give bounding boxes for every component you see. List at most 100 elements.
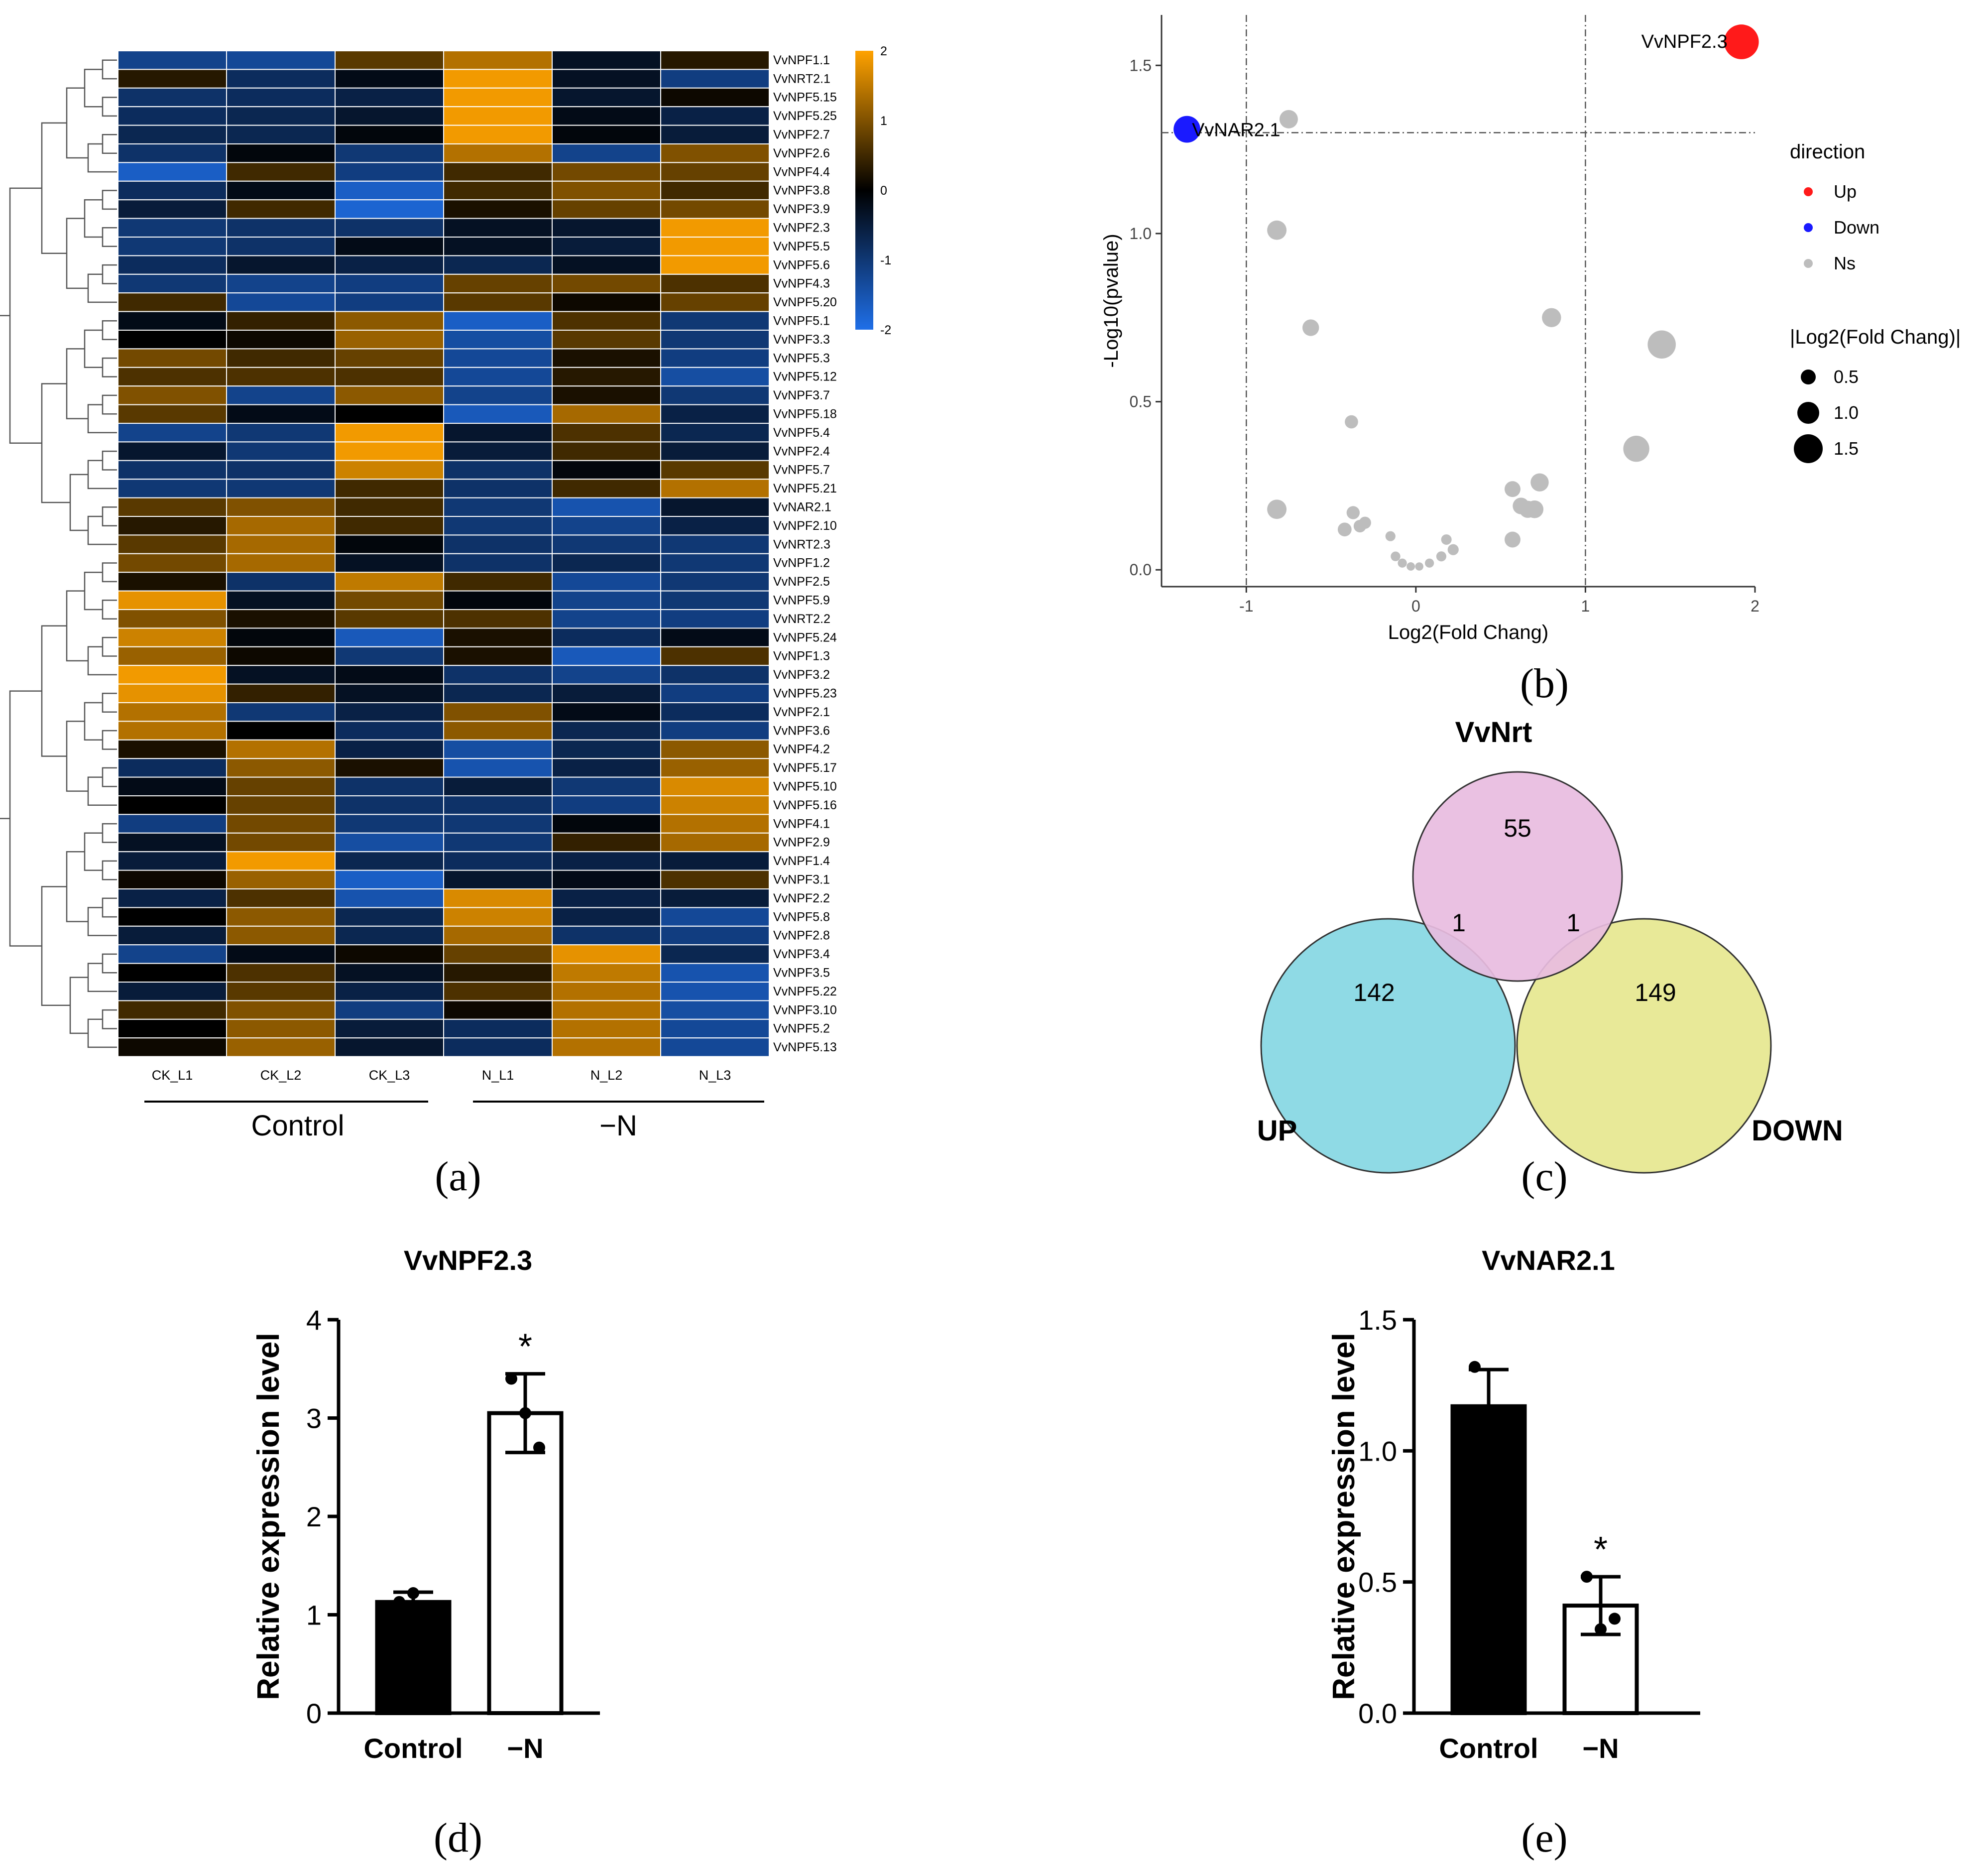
bar-y-tick-label: 1.0 — [1358, 1435, 1397, 1467]
heatmap-cell — [443, 237, 553, 256]
legend-direction-marker — [1804, 259, 1813, 268]
heatmap-cell — [226, 441, 336, 461]
heatmap-cell — [226, 572, 336, 592]
heatmap-cell — [552, 1018, 661, 1039]
heatmap-cell — [335, 572, 444, 592]
heatmap-cell — [443, 870, 553, 889]
heatmap-cell — [552, 627, 661, 647]
heatmap-row-label: VvNPF5.16 — [773, 798, 837, 812]
heatmap-cell — [660, 553, 770, 573]
heatmap-cell — [117, 479, 227, 498]
heatmap-cell — [117, 87, 227, 108]
heatmap-cell — [443, 125, 553, 145]
heatmap-row-label: VvNPF2.9 — [773, 836, 830, 850]
heatmap-cell — [226, 851, 336, 871]
data-point — [1609, 1613, 1621, 1625]
heatmap-row-label: VvNPF5.9 — [773, 594, 830, 608]
heatmap-cell — [443, 590, 553, 610]
heatmap-cell — [443, 1018, 553, 1039]
heatmap-cell — [226, 423, 336, 443]
heatmap-cell — [335, 553, 444, 573]
heatmap-cell — [226, 665, 336, 685]
heatmap-cell — [443, 609, 553, 629]
heatmap-row-label: VvNPF2.7 — [773, 128, 830, 142]
data-point — [1595, 1623, 1607, 1635]
heatmap-cell — [552, 683, 661, 703]
heatmap-cell — [335, 385, 444, 405]
volcano-point — [1267, 220, 1287, 240]
heatmap-cell — [226, 534, 336, 554]
volcano-point — [1505, 481, 1520, 498]
dendrogram-branch — [102, 562, 117, 583]
group-label-control: Control — [251, 1110, 345, 1142]
x-tick-label: -1 — [1239, 597, 1253, 615]
heatmap-cell — [660, 162, 770, 182]
heatmap-cell — [552, 963, 661, 983]
heatmap-cell — [443, 69, 553, 89]
heatmap-cell — [335, 609, 444, 629]
legend-direction-label: Down — [1834, 217, 1879, 238]
dendrogram-branch — [84, 832, 103, 871]
heatmap-row-label: VvNPF3.10 — [773, 1003, 837, 1017]
heatmap-cell — [335, 218, 444, 238]
heatmap-cell — [660, 423, 770, 443]
heatmap-cell — [552, 944, 661, 964]
heatmap-cell — [552, 870, 661, 889]
heatmap-cell — [660, 963, 770, 983]
heatmap-cell — [660, 497, 770, 517]
heatmap-cell — [335, 348, 444, 368]
heatmap-row-label: VvNPF5.18 — [773, 407, 837, 421]
heatmap-cell — [443, 516, 553, 536]
heatmap-row-label: VvNPF5.24 — [773, 630, 837, 644]
heatmap-cell — [335, 1000, 444, 1020]
colorbar-tick-label: 1 — [880, 114, 887, 128]
heatmap-cell — [335, 683, 444, 703]
heatmap-cell — [660, 739, 770, 759]
heatmap-cell — [117, 273, 227, 294]
dendrogram-branch — [84, 329, 103, 369]
bar-chart-vvnar21-panel: 0.0 0.5 1.0 1.5 VvNAR2.1 Relative expression … — [1327, 1245, 1700, 1764]
heatmap-cell — [552, 572, 661, 592]
heatmap-row-label: VvNPF5.15 — [773, 91, 837, 105]
heatmap-cell — [335, 292, 444, 312]
heatmap-cell — [117, 516, 227, 536]
heatmap-cell — [335, 925, 444, 946]
heatmap-row-label: VvNPF5.25 — [773, 109, 837, 123]
volcano-point — [1359, 516, 1371, 529]
heatmap-cell — [443, 367, 553, 387]
heatmap-cell — [226, 795, 336, 815]
y-tick-label: 1.0 — [1130, 225, 1152, 243]
heatmap-cell — [117, 758, 227, 778]
volcano-point — [1345, 415, 1358, 429]
heatmap-row-label: VvNPF3.6 — [773, 724, 830, 738]
bar-y-tick-label: 1 — [306, 1600, 322, 1631]
volcano-point — [1724, 24, 1759, 59]
heatmap-cell — [660, 292, 770, 312]
heatmap-cell — [226, 199, 336, 219]
heatmap-cell — [117, 590, 227, 610]
heatmap-cell — [552, 348, 661, 368]
significance-marker: * — [1594, 1530, 1608, 1570]
heatmap-cell — [660, 69, 770, 89]
heatmap-cell — [335, 87, 444, 108]
heatmap-cell — [226, 348, 336, 368]
data-point — [1469, 1361, 1481, 1373]
heatmap-cell — [117, 460, 227, 480]
x-tick-label: 2 — [1751, 597, 1759, 615]
heatmap-cell — [443, 888, 553, 908]
heatmap-cell — [660, 255, 770, 275]
heatmap-cell — [335, 106, 444, 126]
heatmap-cell — [443, 739, 553, 759]
heatmap-cell — [552, 1000, 661, 1020]
heatmap-row-label: VvNPF5.2 — [773, 1022, 830, 1036]
heatmap-cell — [552, 441, 661, 461]
volcano-point — [1505, 531, 1520, 548]
heatmap-cell — [117, 925, 227, 946]
dendrogram-branch — [84, 571, 103, 611]
heatmap-cell — [226, 273, 336, 294]
heatmap-cell — [660, 534, 770, 554]
x-tick-label: 1 — [1581, 597, 1590, 615]
heatmap-cell — [117, 1018, 227, 1039]
heatmap-cell — [117, 199, 227, 219]
heatmap-cell — [226, 255, 336, 275]
